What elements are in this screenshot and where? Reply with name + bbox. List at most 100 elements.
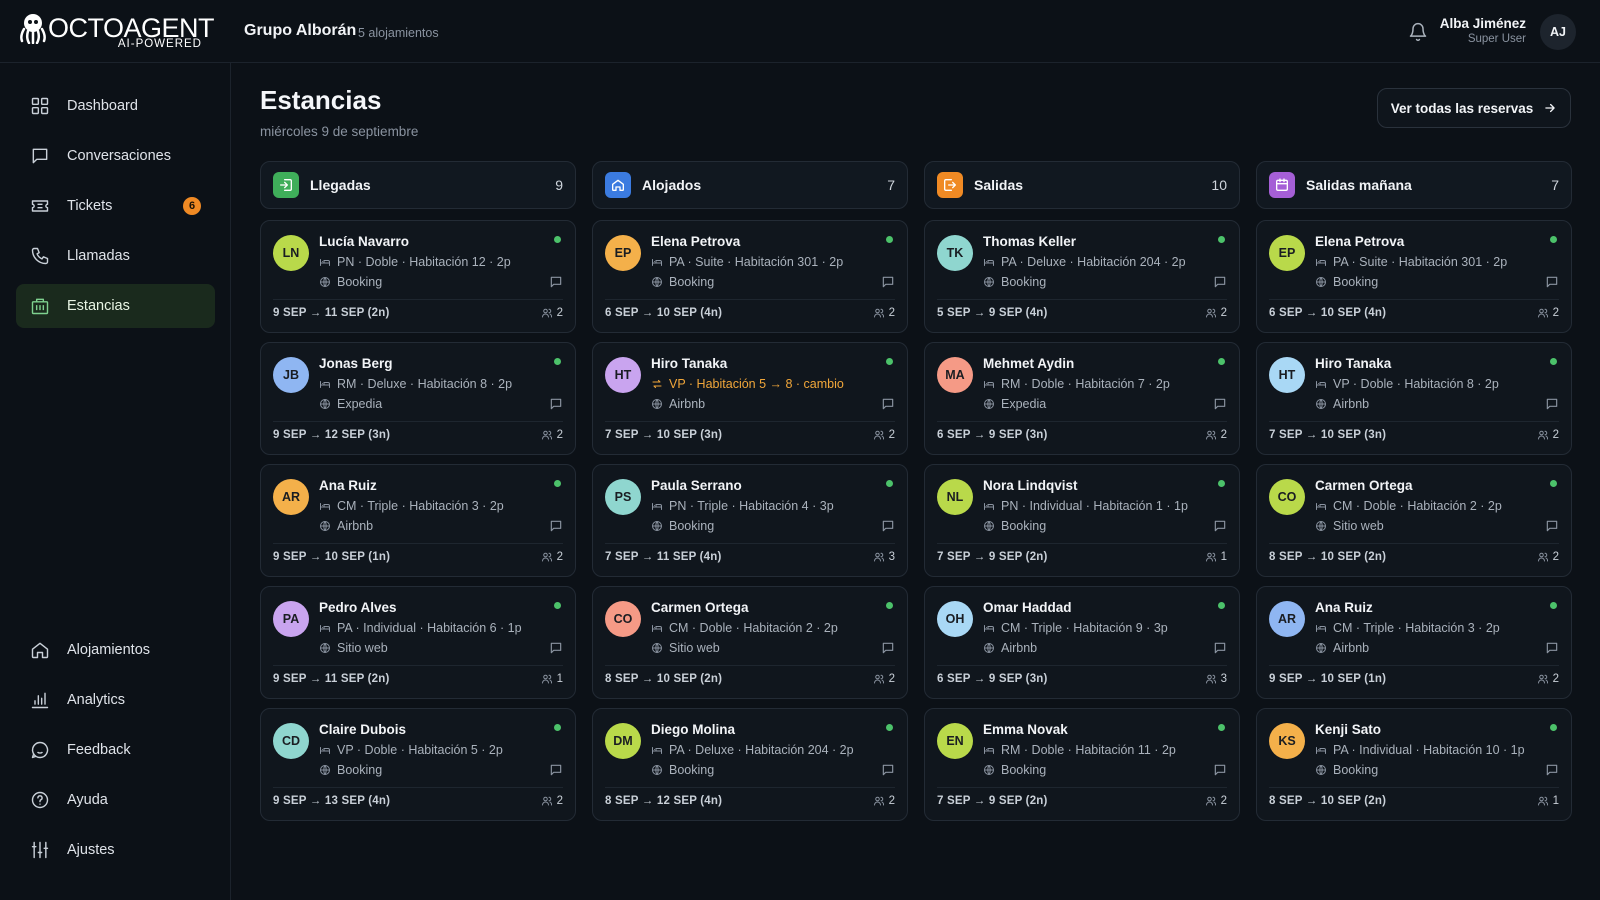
sidebar-item-label: Dashboard [67, 98, 138, 114]
stay-card[interactable]: CO Carmen Ortega CM · Doble · Habitación… [1256, 464, 1572, 577]
message-icon[interactable] [1213, 641, 1227, 655]
status-dot [1218, 480, 1225, 487]
stay-card[interactable]: NL Nora Lindqvist PN · Individual · Habi… [924, 464, 1240, 577]
stay-card[interactable]: TK Thomas Keller PA · Deluxe · Habitació… [924, 220, 1240, 333]
message-icon[interactable] [881, 397, 895, 411]
sidebar-item-analytics[interactable]: Analytics [16, 678, 215, 722]
stay-card[interactable]: HT Hiro Tanaka VP · Habitación 5 → 8 · c… [592, 342, 908, 455]
column-header[interactable]: Salidas mañana 7 [1256, 161, 1572, 209]
column-salidas-manana: Salidas mañana 7 EP Elena Petrova PA · S… [1256, 161, 1572, 821]
channel-text: Booking [669, 519, 715, 533]
guest-count: 2 [1537, 673, 1559, 685]
message-icon[interactable] [1545, 641, 1559, 655]
message-icon[interactable] [1213, 275, 1227, 289]
booking-channel: Booking [319, 275, 382, 289]
guest-avatar: PA [273, 601, 309, 637]
column-title: Llegadas [310, 177, 371, 193]
guest-avatar: CO [1269, 479, 1305, 515]
stay-card[interactable]: DM Diego Molina PA · Deluxe · Habitación… [592, 708, 908, 821]
sidebar-item-estancias[interactable]: Estancias [16, 284, 215, 328]
booking-channel: Booking [983, 519, 1046, 533]
guest-avatar: LN [273, 235, 309, 271]
people-icon [1205, 795, 1217, 807]
stay-card[interactable]: EP Elena Petrova PA · Suite · Habitación… [592, 220, 908, 333]
message-icon[interactable] [881, 763, 895, 777]
stay-dates: 6 SEP → 9 SEP (3n) [937, 673, 1048, 685]
status-dot [554, 358, 561, 365]
view-all-reservations-button[interactable]: Ver todas las reservas [1377, 88, 1571, 128]
stay-card[interactable]: AR Ana Ruiz CM · Triple · Habitación 3 ·… [260, 464, 576, 577]
column-header[interactable]: Salidas 10 [924, 161, 1240, 209]
globe-icon [983, 764, 995, 776]
bed-icon [983, 744, 995, 756]
message-icon[interactable] [881, 275, 895, 289]
message-icon[interactable] [881, 641, 895, 655]
message-icon[interactable] [1545, 275, 1559, 289]
stay-card[interactable]: EP Elena Petrova PA · Suite · Habitación… [1256, 220, 1572, 333]
sidebar-item-llamadas[interactable]: Llamadas [16, 234, 215, 278]
people-icon [541, 429, 553, 441]
room-text: CM · Triple · Habitación 3 · 2p [1333, 621, 1500, 635]
sidebar-item-tickets[interactable]: Tickets 6 [16, 184, 215, 228]
stay-card[interactable]: PA Pedro Alves PA · Individual · Habitac… [260, 586, 576, 699]
stay-card[interactable]: KS Kenji Sato PA · Individual · Habitaci… [1256, 708, 1572, 821]
channel-text: Airbnb [1001, 641, 1038, 655]
room-info: CM · Triple · Habitación 3 · 2p [319, 499, 504, 513]
sidebar-item-conversaciones[interactable]: Conversaciones [16, 134, 215, 178]
sidebar-item-alojamientos[interactable]: Alojamientos [16, 628, 215, 672]
sidebar-item-ayuda[interactable]: Ayuda [16, 778, 215, 822]
guest-count-value: 1 [1552, 795, 1559, 807]
arrow-right-icon [1545, 103, 1556, 113]
message-icon[interactable] [881, 519, 895, 533]
sidebar-item-feedback[interactable]: Feedback [16, 728, 215, 772]
guest-name: Jonas Berg [319, 356, 393, 371]
room-info: RM · Doble · Habitación 11 · 2p [983, 743, 1176, 757]
user-avatar[interactable]: AJ [1540, 14, 1576, 50]
message-icon[interactable] [549, 397, 563, 411]
message-icon[interactable] [1545, 763, 1559, 777]
sidebar-item-label: Analytics [67, 692, 126, 708]
globe-icon [983, 642, 995, 654]
status-dot [1550, 358, 1557, 365]
message-icon[interactable] [549, 275, 563, 289]
people-icon [541, 673, 553, 685]
stay-card[interactable]: EN Emma Novak RM · Doble · Habitación 11… [924, 708, 1240, 821]
room-info: PA · Individual · Habitación 10 · 1p [1315, 743, 1525, 757]
message-icon[interactable] [1213, 763, 1227, 777]
stay-card[interactable]: CD Claire Dubois VP · Doble · Habitación… [260, 708, 576, 821]
message-icon[interactable] [549, 519, 563, 533]
stay-card[interactable]: OH Omar Haddad CM · Triple · Habitación … [924, 586, 1240, 699]
message-icon[interactable] [549, 763, 563, 777]
column-header[interactable]: Alojados 7 [592, 161, 908, 209]
stay-card[interactable]: PS Paula Serrano PN · Triple · Habitació… [592, 464, 908, 577]
bell-icon[interactable] [1408, 22, 1428, 42]
message-icon[interactable] [1545, 519, 1559, 533]
logo[interactable]: OCTOAGENT AI-POWERED [18, 10, 215, 54]
status-dot [886, 236, 893, 243]
room-info: PA · Suite · Habitación 301 · 2p [1315, 255, 1507, 269]
message-icon[interactable] [1545, 397, 1559, 411]
stay-card[interactable]: MA Mehmet Aydin RM · Doble · Habitación … [924, 342, 1240, 455]
status-dot [554, 236, 561, 243]
message-icon[interactable] [1213, 519, 1227, 533]
bed-icon [319, 256, 331, 268]
room-text: PA · Deluxe · Habitación 204 · 2p [669, 743, 854, 757]
column-header[interactable]: Llegadas 9 [260, 161, 576, 209]
stay-card[interactable]: LN Lucía Navarro PN · Doble · Habitación… [260, 220, 576, 333]
stay-card[interactable]: AR Ana Ruiz CM · Triple · Habitación 3 ·… [1256, 586, 1572, 699]
stay-card[interactable]: HT Hiro Tanaka VP · Doble · Habitación 8… [1256, 342, 1572, 455]
message-icon[interactable] [1213, 397, 1227, 411]
stay-card[interactable]: CO Carmen Ortega CM · Doble · Habitación… [592, 586, 908, 699]
stay-dates: 9 SEP → 13 SEP (4n) [273, 795, 391, 807]
room-text: CM · Doble · Habitación 2 · 2p [1333, 499, 1502, 513]
org-name[interactable]: Grupo Alborán [244, 22, 357, 39]
message-icon[interactable] [549, 641, 563, 655]
channel-text: Booking [1001, 763, 1047, 777]
sidebar-item-ajustes[interactable]: Ajustes [16, 828, 215, 872]
channel-text: Airbnb [1333, 641, 1370, 655]
status-dot [554, 724, 561, 731]
booking-channel: Booking [983, 763, 1046, 777]
stay-card[interactable]: JB Jonas Berg RM · Deluxe · Habitación 8… [260, 342, 576, 455]
stay-dates: 7 SEP → 9 SEP (2n) [937, 795, 1048, 807]
sidebar-item-dashboard[interactable]: Dashboard [16, 84, 215, 128]
